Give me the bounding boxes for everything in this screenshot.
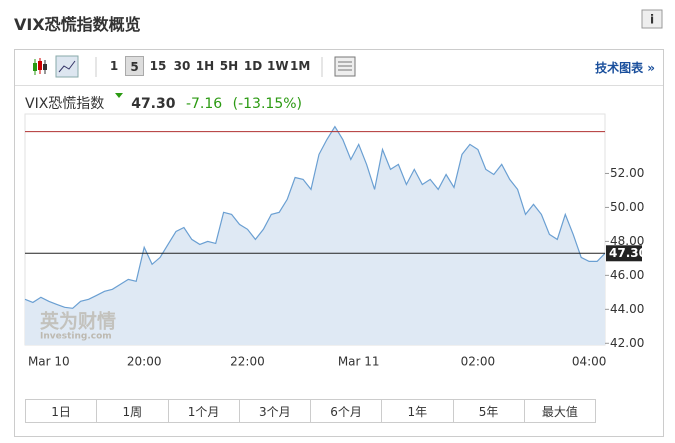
chart: 42.00 44.00 46.00 48.00 50.00 52.00 47.30 Mar 1… (24, 113, 647, 369)
x-tick-label: Mar 10 (28, 355, 70, 369)
interval-button[interactable]: 1H (195, 59, 215, 73)
range-button[interactable]: 1个月 (167, 399, 240, 423)
watermark-brand: 英为财情 (40, 310, 116, 333)
quote-price: 47.30 (131, 96, 176, 112)
interval-button[interactable]: 1 (109, 59, 119, 73)
quote-name: VIX恐慌指数 (25, 96, 105, 112)
range-button[interactable]: 最大值 (523, 399, 596, 423)
quote: VIX恐慌指数 47.30 -7.16 (-13.15%) (25, 93, 308, 113)
interval-button[interactable]: 5H (219, 59, 239, 73)
toolbar-icons (33, 55, 356, 78)
range-button[interactable]: 3个月 (238, 399, 311, 423)
x-tick-label: Mar 11 (338, 355, 380, 369)
x-tick-label: 02:00 (461, 355, 496, 369)
svg-text:i: i (650, 13, 654, 27)
y-tick-label: 44.00 (610, 302, 644, 316)
interval-button[interactable]: 1W (267, 59, 289, 73)
interval-button[interactable]: 30 (173, 59, 191, 73)
x-tick-label: 04:00 (572, 355, 607, 369)
interval-button[interactable]: 1D (243, 59, 263, 73)
down-arrow (114, 93, 123, 98)
tech-chart-link[interactable]: 技术图表 » (595, 61, 655, 75)
interval-button[interactable]: 1M (290, 59, 311, 73)
y-tick-label: 50.00 (610, 200, 644, 214)
range-button[interactable]: 6个月 (310, 399, 383, 423)
line-icon[interactable] (55, 55, 79, 78)
range-button[interactable]: 1日 (25, 399, 98, 423)
y-tick-label: 46.00 (610, 268, 644, 282)
interval-button[interactable]: 5 (125, 56, 144, 76)
area-fill (25, 126, 605, 345)
last-price-box (606, 245, 642, 262)
divider (15, 85, 663, 86)
x-tick-label: 22:00 (230, 355, 265, 369)
quote-change-pct: (-13.15%) (232, 96, 302, 112)
title: VIX恐慌指数概览 (14, 15, 141, 34)
x-tick-label: 20:00 (127, 355, 162, 369)
table-icon[interactable] (334, 56, 356, 77)
interval-button[interactable]: 15 (149, 59, 167, 73)
candle-icon[interactable] (33, 58, 47, 75)
price-line (24, 125, 606, 309)
last-price-label: 47.30 (609, 246, 647, 260)
widget (14, 49, 664, 437)
range-button[interactable]: 1周 (96, 399, 169, 423)
quote-change: -7.16 (185, 96, 223, 112)
y-tick-label: 52.00 (610, 166, 644, 180)
y-tick-label: 48.00 (610, 234, 644, 248)
y-tick-label: 42.00 (610, 336, 644, 350)
info-icon[interactable]: i (641, 9, 663, 29)
range-button[interactable]: 1年 (381, 399, 454, 423)
watermark-site: Investing.com (40, 332, 112, 342)
range-button[interactable]: 5年 (452, 399, 525, 423)
